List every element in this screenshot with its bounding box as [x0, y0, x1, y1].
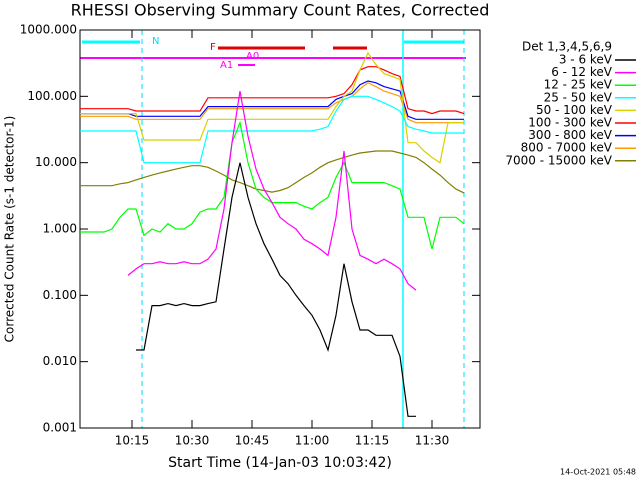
x-tick-label: 11:15 — [355, 434, 390, 448]
y-tick-label: 1.000 — [43, 222, 77, 236]
series-line — [80, 95, 464, 164]
legend-label: 100 - 300 keV — [528, 116, 612, 130]
x-tick-label: 10:45 — [235, 434, 270, 448]
legend-label: 12 - 25 keV — [544, 78, 613, 92]
flag-label: F — [210, 42, 216, 53]
y-tick-label: 1000.000 — [20, 23, 77, 37]
x-tick-label: 10:30 — [175, 434, 210, 448]
y-tick-label: 100.000 — [27, 89, 77, 103]
y-tick-label: 10.000 — [35, 155, 77, 169]
flag-label: N — [152, 36, 159, 47]
series-line — [80, 80, 464, 120]
y-tick-label: 0.001 — [43, 421, 77, 435]
x-axis-label: Start Time (14-Jan-03 10:03:42) — [168, 455, 392, 471]
legend-label: 6 - 12 keV — [551, 65, 613, 79]
timestamp: 14-Oct-2021 05:48 — [560, 468, 636, 477]
series-line — [80, 150, 465, 194]
flag-label: A1 — [220, 60, 233, 71]
x-tick-label: 11:30 — [415, 434, 450, 448]
series-line — [80, 120, 465, 250]
series-line — [136, 162, 416, 417]
legend-title: Det 1,3,4,5,6,9 — [522, 40, 612, 54]
legend-label: 7000 - 15000 keV — [505, 153, 612, 167]
flags: N F A0 A1 — [80, 30, 466, 428]
plot-frame — [79, 29, 481, 429]
series-line — [80, 51, 464, 164]
y-tick-label: 0.100 — [43, 288, 77, 302]
x-tick-label: 11:00 — [295, 434, 330, 448]
series-line — [80, 82, 464, 124]
legend-label: 25 - 50 keV — [544, 90, 613, 104]
series-line — [80, 66, 465, 115]
y-axis-label: Corrected Count Rate (s-1 detector-1) — [3, 116, 17, 343]
legend-label: 3 - 6 keV — [559, 53, 613, 67]
x-tick-label: 10:15 — [115, 434, 150, 448]
flag-label: A0 — [246, 51, 259, 62]
legend-label: 800 - 7000 keV — [521, 141, 613, 155]
legend-label: 50 - 100 keV — [536, 103, 613, 117]
y-tick-label: 0.010 — [43, 354, 77, 368]
series-line — [127, 90, 417, 291]
chart-title: RHESSI Observing Summary Count Rates, Co… — [71, 1, 490, 20]
legend-label: 300 - 800 keV — [528, 128, 612, 142]
